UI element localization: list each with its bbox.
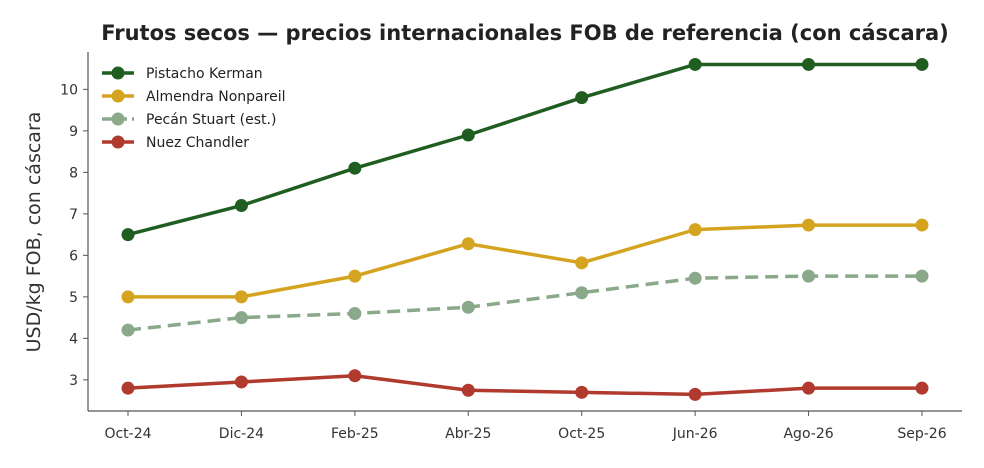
data-point <box>348 369 362 383</box>
data-point <box>461 237 475 251</box>
series-group <box>121 57 929 242</box>
data-point <box>915 57 929 71</box>
data-point <box>121 290 135 304</box>
data-point <box>348 161 362 175</box>
y-tick-label: 5 <box>69 290 78 306</box>
legend-item: Almendra Nonpareil <box>102 89 285 105</box>
data-point <box>688 271 702 285</box>
x-tick-label: Ago-26 <box>783 426 833 442</box>
y-tick-label: 3 <box>69 373 78 389</box>
data-point <box>802 57 816 71</box>
x-tick-label: Oct-25 <box>558 426 605 442</box>
data-point <box>234 290 248 304</box>
legend-label: Almendra Nonpareil <box>146 89 285 105</box>
axes: 3 4 5 6 7 8 9 10 Oct-24 Dic-24 Feb-25 Abr-25 Oct-25 J… <box>60 52 962 442</box>
legend-item: Pistacho Kerman <box>102 66 263 82</box>
legend-label: Pecán Stuart (est.) <box>146 112 276 128</box>
data-point <box>915 381 929 395</box>
legend: Pistacho Kerman Almendra Nonpareil Pecán S… <box>102 66 285 151</box>
data-point <box>348 269 362 283</box>
data-point <box>575 256 589 270</box>
y-tick-label: 7 <box>69 207 78 223</box>
data-point <box>915 218 929 232</box>
series-group <box>121 218 929 304</box>
series-line <box>126 223 924 299</box>
y-tick-label: 4 <box>69 331 78 347</box>
data-point <box>121 381 135 395</box>
data-point <box>234 375 248 389</box>
x-tick-label: Jun-26 <box>672 426 718 442</box>
data-point <box>121 228 135 242</box>
series-group <box>121 269 929 337</box>
legend-label: Nuez Chandler <box>146 135 249 151</box>
legend-swatch-marker <box>111 89 125 103</box>
x-tick-label: Feb-25 <box>331 426 379 442</box>
series-line <box>126 62 924 237</box>
data-point <box>802 218 816 232</box>
x-tick-label: Sep-26 <box>897 426 946 442</box>
x-tick-label: Dic-24 <box>219 426 264 442</box>
data-point <box>575 385 589 399</box>
data-point <box>461 383 475 397</box>
legend-swatch-marker <box>111 112 125 126</box>
series-line <box>126 373 924 397</box>
legend-swatch-marker <box>111 66 125 80</box>
data-point <box>802 269 816 283</box>
x-tick-label: Abr-25 <box>445 426 491 442</box>
data-point <box>121 323 135 337</box>
series-group <box>121 369 929 401</box>
legend-label: Pistacho Kerman <box>146 66 263 82</box>
data-point <box>688 57 702 71</box>
x-tick-label: Oct-24 <box>104 426 151 442</box>
y-tick-label: 8 <box>69 165 78 181</box>
plot-area <box>121 57 929 401</box>
y-tick-label: 10 <box>60 82 78 98</box>
y-axis-label: USD/kg FOB, con cáscara <box>23 112 45 353</box>
legend-swatch-marker <box>111 135 125 149</box>
data-point <box>461 300 475 314</box>
data-point <box>348 306 362 320</box>
data-point <box>461 128 475 142</box>
data-point <box>234 311 248 325</box>
series-line <box>127 274 922 332</box>
data-point <box>688 223 702 237</box>
data-point <box>234 199 248 213</box>
y-tick-label: 9 <box>69 124 78 140</box>
data-point <box>915 269 929 283</box>
data-point <box>575 286 589 300</box>
y-tick-label: 6 <box>69 248 78 264</box>
data-point <box>688 387 702 401</box>
data-point <box>575 91 589 105</box>
legend-item: Pecán Stuart (est.) <box>102 112 276 128</box>
data-point <box>802 381 816 395</box>
legend-item: Nuez Chandler <box>102 135 249 151</box>
chart-title: Frutos secos — precios internacionales F… <box>101 21 949 45</box>
